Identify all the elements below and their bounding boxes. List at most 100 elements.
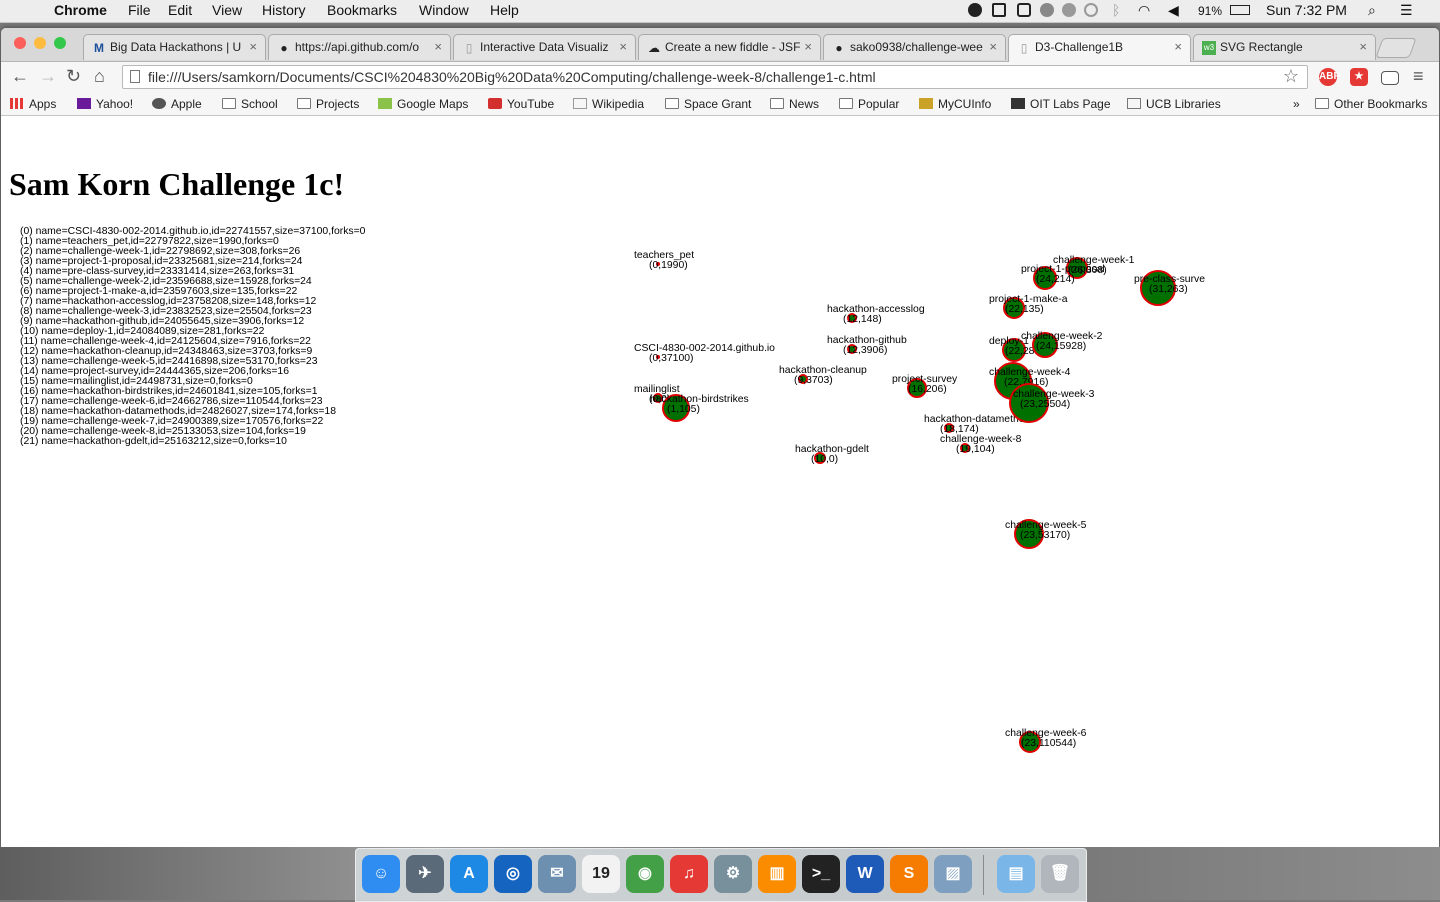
close-tab-icon[interactable]: × bbox=[434, 39, 442, 54]
repo-line: (16) name=hackathon-birdstrikes,id=24601… bbox=[20, 386, 318, 397]
menu-history[interactable]: History bbox=[262, 2, 306, 18]
close-tab-icon[interactable]: × bbox=[804, 39, 812, 54]
menu-help[interactable]: Help bbox=[490, 2, 519, 18]
repo-point-group: hackathon-gdelt(10,0) bbox=[795, 444, 869, 465]
menu-view[interactable]: View bbox=[212, 2, 243, 18]
bookmark-label: Wikipedia bbox=[592, 97, 645, 111]
close-window-button[interactable] bbox=[14, 37, 26, 49]
lock-icon[interactable] bbox=[1040, 3, 1054, 17]
preview-icon[interactable]: ▨ bbox=[934, 855, 972, 893]
bookmark-google-maps[interactable]: Google Maps bbox=[378, 97, 468, 111]
minimize-window-button[interactable] bbox=[34, 37, 46, 49]
itunes-icon[interactable]: ♫ bbox=[670, 855, 708, 893]
menu-edit[interactable]: Edit bbox=[168, 2, 193, 18]
battery-icon[interactable] bbox=[1230, 5, 1250, 15]
home-icon[interactable]: ⌂ bbox=[94, 66, 105, 86]
library-icon bbox=[1127, 98, 1141, 109]
system-preferences-icon[interactable]: ⚙ bbox=[714, 855, 752, 893]
downloads-stack-icon[interactable]: ▤ bbox=[997, 855, 1035, 893]
forward-icon[interactable]: → bbox=[39, 66, 57, 86]
save-icon[interactable] bbox=[1017, 3, 1031, 17]
bookmark-star-icon[interactable]: ☆ bbox=[1282, 66, 1299, 86]
close-tab-icon[interactable]: × bbox=[1174, 39, 1182, 54]
chrome-icon[interactable]: ◉ bbox=[626, 855, 664, 893]
folder-icon bbox=[297, 98, 311, 109]
tab-interactive-data-visualization[interactable]: ▯ Interactive Data Visualiz × bbox=[453, 34, 636, 60]
tab-jsfiddle[interactable]: ☁ Create a new fiddle - JSF × bbox=[638, 34, 821, 60]
menu-file[interactable]: File bbox=[128, 2, 151, 18]
close-tab-icon[interactable]: × bbox=[619, 39, 627, 54]
notification-center-icon[interactable]: ☰ bbox=[1400, 2, 1413, 18]
repo-point-name-label: challenge-week-3 bbox=[1013, 389, 1095, 400]
tab-github-api[interactable]: ● https://api.github.com/o × bbox=[268, 34, 451, 60]
clock[interactable]: Sun 7:32 PM bbox=[1266, 2, 1347, 18]
repo-scatter-chart: teachers_pet(0,1990) CSCI-4830-002-2014.g… bbox=[634, 250, 1205, 753]
bookmark-news[interactable]: News bbox=[770, 97, 819, 111]
finder-icon[interactable]: ☺ bbox=[362, 855, 400, 893]
bookmark-label: OIT Labs Page bbox=[1030, 97, 1111, 111]
menu-bookmarks[interactable]: Bookmarks bbox=[327, 2, 398, 18]
bookmark-other-bookmarks[interactable]: Other Bookmarks bbox=[1315, 97, 1427, 111]
bookmark-school[interactable]: School bbox=[222, 97, 278, 111]
launchpad-icon[interactable]: ✈ bbox=[406, 855, 444, 893]
app-store-icon[interactable]: A bbox=[450, 855, 488, 893]
time-machine-icon[interactable] bbox=[1084, 3, 1098, 17]
close-tab-icon[interactable]: × bbox=[249, 39, 257, 54]
close-tab-icon[interactable]: × bbox=[1359, 39, 1367, 54]
spotlight-icon[interactable]: ⌕ bbox=[1368, 2, 1376, 18]
bookmarks-overflow-chevron[interactable]: » bbox=[1293, 97, 1300, 111]
safari-icon[interactable]: ◎ bbox=[494, 855, 532, 893]
ibooks-icon[interactable]: ▥ bbox=[758, 855, 796, 893]
app-menu[interactable]: Chrome bbox=[54, 2, 107, 18]
menu-window[interactable]: Window bbox=[419, 2, 469, 18]
address-bar[interactable]: file:///Users/samkorn/Documents/CSCI%204… bbox=[122, 65, 1308, 89]
tab-svg-rectangle[interactable]: w3 SVG Rectangle × bbox=[1193, 34, 1376, 60]
word-icon[interactable]: W bbox=[846, 855, 884, 893]
back-icon[interactable]: ← bbox=[11, 66, 29, 86]
bluetooth-icon[interactable]: ᛒ bbox=[1112, 2, 1121, 18]
mail-icon[interactable]: ✉ bbox=[538, 855, 576, 893]
sublime-text-icon[interactable]: S bbox=[890, 855, 928, 893]
bookmark-wikipedia[interactable]: Wikipedia bbox=[573, 97, 644, 111]
calendar-icon[interactable]: 19 bbox=[582, 855, 620, 893]
creative-cloud-icon[interactable] bbox=[968, 3, 982, 17]
tab-github-challenge[interactable]: ● sako0938/challenge-wee × bbox=[823, 34, 1006, 60]
adblock-plus-icon[interactable]: ABP bbox=[1319, 68, 1340, 86]
tab-title: Create a new fiddle - JSF bbox=[665, 40, 800, 54]
bookmark-label: Other Bookmarks bbox=[1334, 97, 1428, 111]
bookmark-ucb-libraries[interactable]: UCB Libraries bbox=[1127, 97, 1221, 111]
terminal-icon[interactable]: >_ bbox=[802, 855, 840, 893]
repo-point-value-label: (24,15928) bbox=[1036, 341, 1086, 352]
notification-icon[interactable] bbox=[1062, 3, 1076, 17]
bookmark-youtube[interactable]: YouTube bbox=[488, 97, 554, 111]
wifi-icon[interactable]: ◠ bbox=[1138, 2, 1151, 18]
tab-d3-challenge1b[interactable]: ▯ D3-Challenge1B × bbox=[1008, 34, 1191, 62]
bookmark-apps[interactable]: Apps bbox=[10, 97, 56, 111]
reload-icon[interactable]: ↻ bbox=[66, 66, 82, 86]
bookmark-apple[interactable]: Apple bbox=[152, 97, 202, 111]
repo-point-group: deploy-1(22,281) bbox=[989, 336, 1044, 362]
cast-icon[interactable] bbox=[1381, 71, 1399, 85]
repo-point-name-label: deploy-1 bbox=[989, 336, 1029, 347]
bookmark-popular[interactable]: Popular bbox=[839, 97, 899, 111]
close-tab-icon[interactable]: × bbox=[989, 39, 997, 54]
new-tab-button[interactable] bbox=[1375, 38, 1417, 58]
bookmark-label: Google Maps bbox=[397, 97, 469, 111]
chrome-menu-icon[interactable]: ≡ bbox=[1413, 66, 1424, 86]
repo-point-group: challenge-week-5(23,53170) bbox=[1005, 519, 1087, 549]
zoom-window-button[interactable] bbox=[54, 37, 66, 49]
bookmark-oit-labs[interactable]: OIT Labs Page bbox=[1011, 97, 1111, 111]
browser-window: M Big Data Hackathons | U × ● https://ap… bbox=[1, 28, 1439, 847]
extension-icon[interactable]: ★ bbox=[1350, 68, 1368, 86]
repo-list: (0) name=CSCI-4830-002-2014.github.io,id… bbox=[20, 226, 365, 447]
repo-point-group: teachers_pet(0,1990) bbox=[634, 250, 694, 271]
tab-big-data-hackathons[interactable]: M Big Data Hackathons | U × bbox=[83, 34, 266, 60]
repo-point bbox=[847, 344, 857, 354]
bookmark-projects[interactable]: Projects bbox=[297, 97, 359, 111]
screen-share-icon[interactable] bbox=[992, 3, 1006, 17]
bookmark-mycuinfo[interactable]: MyCUInfo bbox=[919, 97, 991, 111]
bookmark-space-grant[interactable]: Space Grant bbox=[665, 97, 751, 111]
trash-icon[interactable]: 🗑 bbox=[1041, 855, 1079, 893]
bookmark-yahoo[interactable]: Yahoo! bbox=[77, 97, 133, 111]
volume-icon[interactable]: ◀ bbox=[1168, 2, 1179, 18]
